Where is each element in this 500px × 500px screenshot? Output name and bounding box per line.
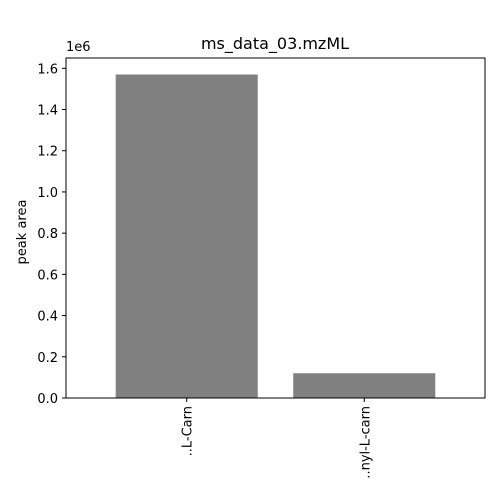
x-tick-label: ..L-Carn	[181, 406, 196, 456]
y-axis-ticks: 0.0 0.2 0.4 0.6 0.8 1.0 1.2 1.4 1.6	[37, 62, 66, 407]
bars-group	[115, 74, 436, 398]
y-tick-label: 0.8	[37, 227, 58, 242]
bar-2	[293, 373, 436, 398]
y-tick-label: 1.2	[37, 145, 58, 160]
bar-1	[115, 74, 258, 398]
y-tick-label: 0.6	[37, 268, 58, 283]
chart-title: ms_data_03.mzML	[201, 34, 349, 54]
x-tick-label: ..nyl-L-carn	[358, 406, 373, 479]
y-tick-label: 0.0	[37, 392, 58, 407]
y-axis-label: peak area	[15, 200, 30, 265]
y-tick-label: 1.6	[37, 62, 58, 77]
y-axis-offset-label: 1e6	[66, 40, 91, 55]
y-tick-label: 0.2	[37, 351, 58, 366]
y-tick-label: 1.4	[37, 104, 58, 119]
plot-frame	[65, 57, 486, 399]
y-tick-label: 1.0	[37, 186, 58, 201]
y-tick-label: 0.4	[37, 310, 58, 325]
x-axis-ticks: ..L-Carn ..nyl-L-carn	[181, 398, 373, 479]
